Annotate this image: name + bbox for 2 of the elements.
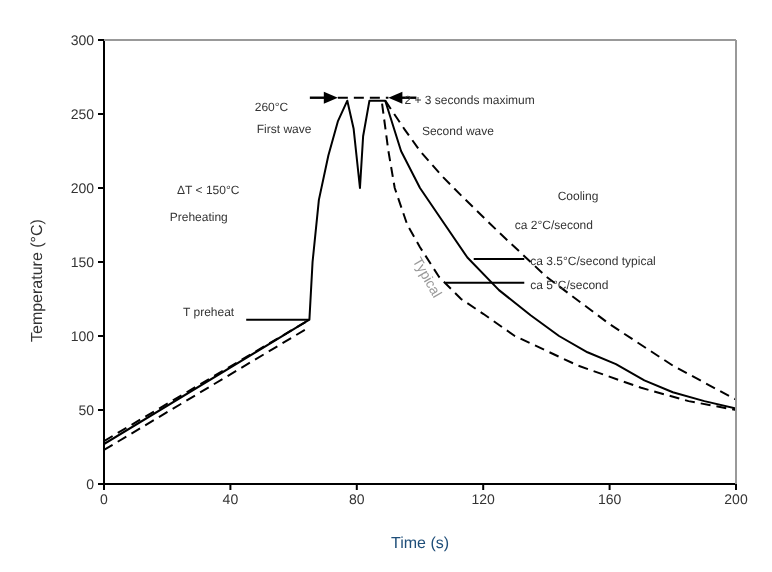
y-axis-title: Temperature (°C): [27, 218, 46, 342]
x-axis-title: Time (s): [390, 534, 450, 552]
